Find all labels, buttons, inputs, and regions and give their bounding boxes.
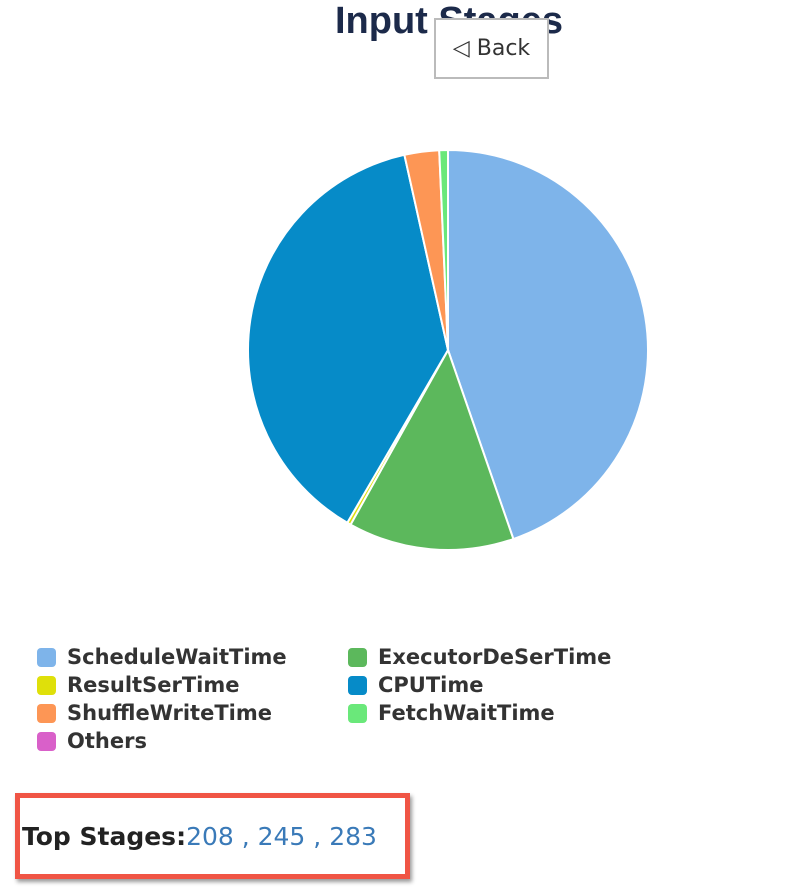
legend-label: FetchWaitTime	[378, 701, 555, 725]
pie-chart	[247, 148, 649, 551]
legend-label: ExecutorDeSerTime	[378, 645, 612, 669]
back-button[interactable]: ◁ Back	[434, 18, 549, 79]
legend-swatch	[348, 647, 367, 667]
legend-swatch	[37, 731, 56, 751]
pie-slice	[447, 148, 649, 541]
top-stages-label: Top Stages:	[22, 822, 187, 851]
legend-swatch	[37, 675, 56, 695]
top-stages: Top Stages:208 , 245 , 283	[22, 822, 377, 851]
pie-slice	[349, 347, 515, 551]
legend-item[interactable]: Others	[37, 729, 147, 753]
chart-title: Input Stages	[334, 0, 563, 42]
legend-label: Others	[67, 729, 147, 753]
legend-label: ShuffleWriteTime	[67, 701, 272, 725]
separator: ,	[305, 822, 330, 851]
separator: ,	[233, 822, 258, 851]
stage-link[interactable]: 208	[186, 822, 234, 851]
pie-slice	[247, 153, 450, 525]
legend-item[interactable]: ShuffleWriteTime	[37, 701, 272, 725]
legend-item[interactable]: ResultSerTime	[37, 673, 239, 697]
legend-item[interactable]: ScheduleWaitTime	[37, 645, 287, 669]
legend-label: CPUTime	[378, 673, 484, 697]
legend-item[interactable]: ExecutorDeSerTime	[348, 645, 611, 669]
legend-swatch	[37, 703, 56, 723]
stage-link[interactable]: 283	[329, 822, 377, 851]
stage-link[interactable]: 245	[257, 822, 306, 851]
legend-label: ResultSerTime	[67, 673, 240, 697]
highlight-box	[15, 793, 410, 879]
legend-label: ScheduleWaitTime	[67, 645, 287, 669]
legend-item[interactable]: FetchWaitTime	[348, 701, 555, 725]
legend-swatch	[348, 703, 367, 723]
legend-swatch	[37, 647, 56, 667]
legend-swatch	[348, 675, 367, 695]
legend-item[interactable]: CPUTime	[348, 673, 484, 697]
